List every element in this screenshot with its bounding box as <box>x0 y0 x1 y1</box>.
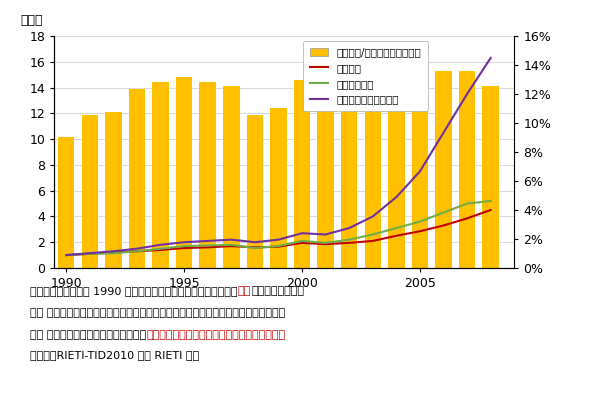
Legend: 東アジア/世界貿易（右目盛）, 世界貿易, 東アジア貿易, 中国の対東アジア輸入: 東アジア/世界貿易（右目盛）, 世界貿易, 東アジア貿易, 中国の対東アジア輸入 <box>303 41 428 111</box>
Text: カンボジア、ベトナム。ただし、: カンボジア、ベトナム。ただし、 <box>30 330 146 340</box>
Text: 中国: 中国 <box>238 286 251 296</box>
Bar <box>341 81 358 268</box>
Bar <box>294 80 310 268</box>
Text: （注）貿易の伸びは 1990 年＝１として計算。東アジアは日本、: （注）貿易の伸びは 1990 年＝１として計算。東アジアは日本、 <box>30 286 238 296</box>
Bar <box>388 72 405 268</box>
Bar <box>129 89 145 268</box>
Bar <box>270 108 287 268</box>
Bar <box>482 86 499 268</box>
Bar <box>176 77 192 268</box>
Bar <box>411 72 428 268</box>
Bar <box>223 86 240 268</box>
Text: 湾、シンガポール、インドネシア、マレーシア、フィリピン、タイ、ブルネイ、: 湾、シンガポール、インドネシア、マレーシア、フィリピン、タイ、ブルネイ、 <box>30 308 286 318</box>
Bar <box>105 112 122 268</box>
Bar <box>365 77 381 268</box>
Text: 、香港、韓国、台: 、香港、韓国、台 <box>251 286 304 296</box>
Text: （倍）: （倍） <box>20 14 42 27</box>
Text: 中国の対東アジア輸入では中国を除く東アジア: 中国の対東アジア輸入では中国を除く東アジア <box>146 330 286 340</box>
Bar <box>318 93 334 268</box>
Bar <box>82 115 98 268</box>
Text: （出所）RIETI-TID2010 より RIETI 作成: （出所）RIETI-TID2010 より RIETI 作成 <box>30 350 200 360</box>
Bar <box>152 82 169 268</box>
Bar <box>435 71 452 268</box>
Bar <box>58 136 74 268</box>
Bar <box>200 82 216 268</box>
Bar <box>247 115 263 268</box>
Bar <box>459 71 476 268</box>
